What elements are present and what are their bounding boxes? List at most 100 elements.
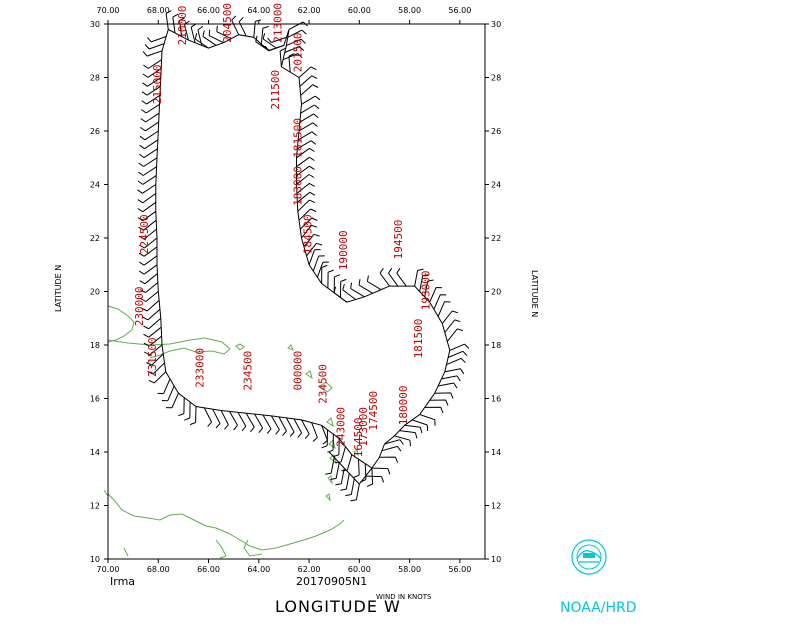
- wind-barb-99: [298, 122, 318, 132]
- wind-barb-151: [394, 435, 411, 447]
- wind-barb-148: [411, 419, 429, 432]
- wind-barb-138: [449, 343, 470, 351]
- x-tick-label-top-6: 58.00: [398, 6, 421, 15]
- wind-barb-74: [194, 33, 209, 49]
- wind-barb-131: [424, 279, 434, 297]
- time-label-14: 230000: [133, 287, 146, 327]
- martinique-coast: [328, 439, 336, 450]
- wind-barb-98: [299, 113, 319, 123]
- wind-barb-13: [278, 416, 287, 436]
- wind-barb-76: [208, 29, 224, 44]
- wind-barb-20: [220, 410, 229, 430]
- x-tick-label-top-4: 62.00: [298, 6, 321, 15]
- wind-barb-29: [148, 371, 167, 384]
- wind-barb-53: [138, 157, 158, 167]
- wind-barb-107: [296, 191, 316, 203]
- wind-barb-158: [345, 478, 355, 497]
- storm-name: Irma: [110, 575, 135, 588]
- time-label-4: 201500: [292, 32, 305, 72]
- y-tick-label-left-4: 18: [90, 341, 100, 350]
- wind-barb-80: [253, 19, 262, 38]
- wind-barb-59: [141, 103, 160, 114]
- wind-barb-125: [366, 275, 382, 291]
- wind-barb-147: [419, 414, 436, 426]
- wind-barb-144: [434, 392, 454, 399]
- wind-barb-32: [144, 344, 163, 356]
- wind-barb-91: [279, 47, 286, 67]
- wind-barb-83: [262, 33, 277, 49]
- x-tick-label-top-3: 64.00: [247, 6, 270, 15]
- wind-barb-18: [237, 412, 247, 432]
- y-tick-label-right-9: 28: [491, 74, 501, 83]
- y-tick-label-right-2: 14: [491, 448, 501, 457]
- wind-barb-159: [340, 473, 350, 491]
- wind-barb-97: [300, 104, 320, 114]
- wind-barb-63: [142, 68, 162, 78]
- time-label-5: 211500: [269, 70, 282, 110]
- wind-barb-122: [342, 283, 356, 300]
- wind-barb-27: [161, 385, 175, 402]
- time-label-6: 181500: [292, 118, 305, 158]
- wind-barb-156: [365, 475, 385, 483]
- wind-barb-135: [441, 310, 459, 324]
- wind-barb-44: [139, 237, 158, 249]
- wind-barb-16: [254, 413, 264, 434]
- wind-barb-47: [137, 210, 157, 222]
- wind-barb-10: [301, 419, 310, 439]
- wind-barb-162: [325, 457, 335, 475]
- wind-barb-127: [388, 267, 399, 287]
- grenada-coast: [325, 493, 331, 502]
- wind-barb-154: [379, 456, 399, 463]
- wind-barb-124: [358, 279, 373, 294]
- wind-barb-155: [371, 467, 391, 475]
- wind-barb-21: [212, 408, 221, 429]
- leeward-islands-a: [287, 344, 294, 351]
- y-tick-label-left-6: 22: [90, 234, 100, 243]
- y-tick-label-right-4: 18: [491, 341, 501, 350]
- wind-barb-85: [267, 36, 287, 43]
- time-label-24: 164500: [352, 418, 365, 458]
- wind-barb-12: [285, 417, 295, 437]
- wind-barb-17: [245, 412, 255, 433]
- wind-barb-142: [441, 375, 461, 382]
- wind-barb-36: [142, 308, 161, 321]
- x-tick-label-bottom-6: 58.00: [398, 565, 421, 574]
- wind-barb-146: [424, 406, 444, 413]
- wind-barb-49: [137, 192, 157, 204]
- agency-label: NOAA/HRD: [560, 600, 637, 616]
- wind-barb-22: [203, 407, 213, 427]
- wind-barb-116: [316, 261, 329, 278]
- wind-barb-58: [140, 112, 160, 123]
- wind-barb-94: [299, 75, 318, 87]
- time-label-15: 231500: [146, 337, 159, 377]
- wind-barb-93: [298, 66, 317, 78]
- x-tick-label-top-1: 68.00: [147, 6, 170, 15]
- wind-barb-104: [296, 165, 315, 177]
- wind-barb-140: [446, 357, 466, 366]
- virgin-islands-coast: [235, 343, 245, 351]
- wind-barb-134: [437, 301, 451, 317]
- wind-barb-61: [141, 85, 161, 96]
- wind-barb-33: [143, 335, 162, 347]
- wind-barb-102: [296, 147, 315, 159]
- wind-barb-152: [384, 439, 404, 445]
- wind-barbs: [137, 10, 470, 502]
- x-tick-label-bottom-3: 64.00: [247, 565, 270, 574]
- puerto-rico-coast: [107, 305, 135, 343]
- wind-barb-96: [301, 95, 321, 105]
- wind-barb-137: [446, 328, 464, 342]
- wind-barb-66: [144, 43, 165, 50]
- wind-barb-50: [137, 184, 157, 194]
- x-tick-label-bottom-5: 60.00: [348, 565, 371, 574]
- y-tick-label-left-1: 12: [90, 502, 100, 511]
- x-tick-label-top-7: 56.00: [448, 6, 471, 15]
- time-label-21: 174500: [367, 391, 380, 431]
- wind-barb-71: [184, 20, 190, 41]
- x-tick-label-top-5: 60.00: [348, 6, 371, 15]
- wind-barb-19: [229, 411, 238, 431]
- wind-barb-111: [301, 224, 318, 239]
- hispaniola-coast: [107, 337, 231, 359]
- wind-barb-23: [189, 406, 197, 426]
- wind-barb-157: [350, 484, 360, 502]
